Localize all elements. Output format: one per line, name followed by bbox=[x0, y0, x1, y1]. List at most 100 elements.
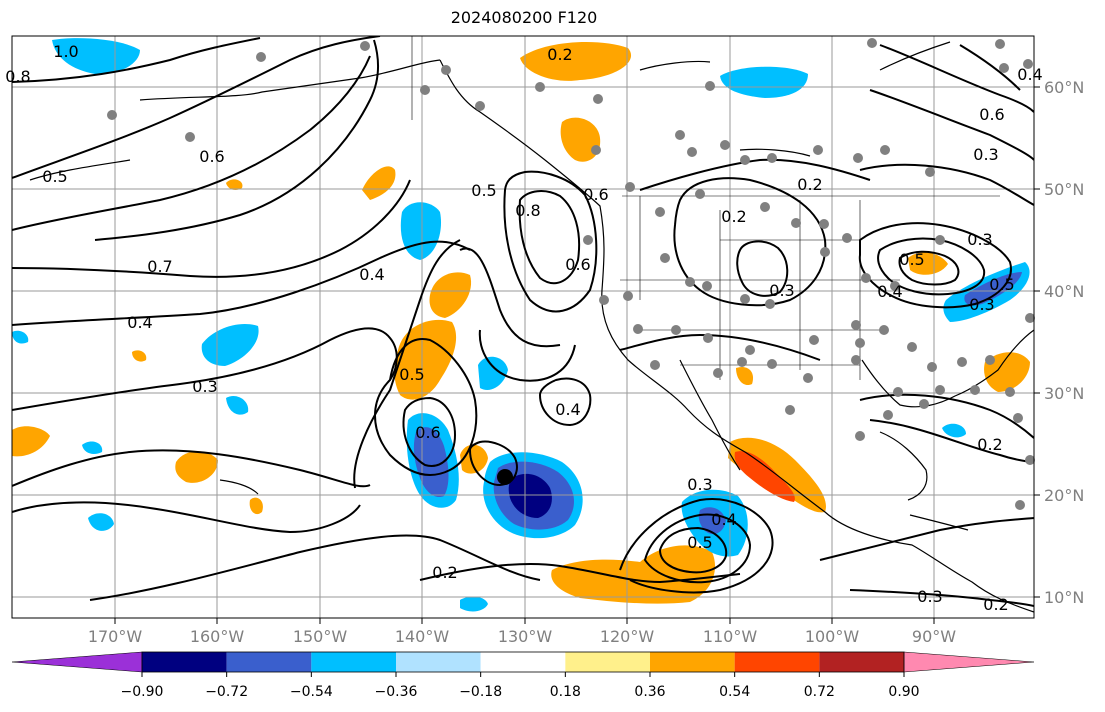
station-dot bbox=[893, 387, 903, 397]
contour-label: 0.3 bbox=[769, 281, 794, 300]
station-dot bbox=[995, 39, 1005, 49]
colorbar-tick-label: −0.36 bbox=[375, 684, 418, 700]
colorbar-tick-label: 0.72 bbox=[804, 684, 835, 700]
colorbar-tick-label: −0.72 bbox=[205, 684, 248, 700]
station-dot bbox=[851, 320, 861, 330]
station-dot bbox=[855, 431, 865, 441]
station-dot bbox=[745, 345, 755, 355]
contour-label: 1.0 bbox=[53, 42, 78, 61]
station-dot bbox=[767, 153, 777, 163]
station-dot bbox=[767, 359, 777, 369]
station-dot bbox=[883, 410, 893, 420]
station-dot bbox=[687, 147, 697, 157]
station-dot bbox=[851, 355, 861, 365]
positive-region bbox=[175, 451, 218, 483]
station-dot bbox=[695, 189, 705, 199]
station-dot bbox=[740, 294, 750, 304]
contour-label: 0.5 bbox=[989, 275, 1014, 294]
station-dot bbox=[660, 253, 670, 263]
station-dot bbox=[420, 85, 430, 95]
contour-label: 0.2 bbox=[547, 45, 572, 64]
positive-region bbox=[362, 166, 396, 200]
contour-label-layer: 1.0 0.8 0.7 0.6 0.5 0.4 0.3 0.2 0.2 0.5 0.8 0.6 0.6 0… bbox=[5, 42, 1042, 614]
station-points bbox=[107, 38, 1035, 510]
station-dot bbox=[907, 342, 917, 352]
negative-region bbox=[720, 66, 808, 98]
contour-label: 0.4 bbox=[127, 313, 152, 332]
positive-region bbox=[226, 179, 243, 191]
colorbar-high-extend bbox=[903, 651, 1035, 673]
station-dot bbox=[765, 299, 775, 309]
contour-label: 0.2 bbox=[977, 435, 1002, 454]
station-dot bbox=[256, 52, 266, 62]
colorbar-segment bbox=[311, 652, 396, 672]
map-frame bbox=[11, 35, 1035, 619]
station-dot bbox=[737, 357, 747, 367]
positive-region bbox=[984, 352, 1030, 392]
contour-label: 0.2 bbox=[797, 175, 822, 194]
station-dot bbox=[935, 385, 945, 395]
contour-label: 0.4 bbox=[555, 400, 580, 419]
station-dot bbox=[625, 182, 635, 192]
very-strong-negative-region bbox=[508, 473, 552, 518]
station-dot bbox=[970, 385, 980, 395]
map-title: 2024080200 F120 bbox=[450, 8, 598, 27]
contour-label: 0.3 bbox=[973, 145, 998, 164]
positive-region bbox=[249, 497, 263, 515]
contour-label: 0.5 bbox=[42, 167, 67, 186]
colorbar-segment bbox=[734, 652, 820, 672]
station-dot bbox=[671, 325, 681, 335]
strong-positive-region bbox=[734, 451, 795, 502]
station-dot bbox=[583, 235, 593, 245]
storm-center-marker bbox=[497, 469, 513, 485]
contour-label: 0.4 bbox=[359, 265, 384, 284]
colorbar-tick-label: −0.54 bbox=[290, 684, 333, 700]
latitude-tick-label: 60°N bbox=[1044, 78, 1084, 97]
station-dot bbox=[919, 399, 929, 409]
contour-label: 0.6 bbox=[583, 185, 608, 204]
negative-region bbox=[201, 324, 259, 366]
contour-label: 0.6 bbox=[199, 147, 224, 166]
colorbar-segment bbox=[396, 652, 481, 672]
lat-lon-grid bbox=[12, 36, 1034, 618]
colorbar: −0.90 −0.72 −0.54 −0.36 −0.18 0.18 0.36 0.54 0.7… bbox=[11, 651, 1035, 700]
station-dot bbox=[925, 167, 935, 177]
station-dot bbox=[1025, 455, 1035, 465]
latitude-tick-label: 20°N bbox=[1044, 486, 1084, 505]
contour-label: 0.6 bbox=[979, 105, 1004, 124]
colorbar-low-extend bbox=[11, 651, 143, 673]
station-dot bbox=[861, 273, 871, 283]
shaded-anomaly-field bbox=[12, 38, 1030, 612]
colorbar-tick-label: 0.54 bbox=[719, 684, 750, 700]
station-dot bbox=[441, 65, 451, 75]
positive-region bbox=[12, 426, 50, 457]
station-dot bbox=[935, 235, 945, 245]
colorbar-segment bbox=[819, 652, 904, 672]
latitude-axis: 60°N 50°N 40°N 30°N 20°N 10°N bbox=[1034, 78, 1084, 607]
colorbar-segment bbox=[480, 652, 566, 672]
station-dot bbox=[1005, 387, 1015, 397]
positive-region bbox=[429, 272, 472, 318]
positive-region bbox=[520, 42, 632, 81]
station-dot bbox=[705, 81, 715, 91]
station-dot bbox=[633, 324, 643, 334]
longitude-axis: 170°W 160°W 150°W 140°W 130°W 120°W 110°W 100°W… bbox=[88, 618, 956, 646]
station-dot bbox=[880, 145, 890, 155]
longitude-tick-label: 90°W bbox=[912, 627, 956, 646]
station-dot bbox=[819, 219, 829, 229]
station-dot bbox=[853, 153, 863, 163]
positive-region bbox=[394, 319, 457, 400]
contour-label: 0.2 bbox=[721, 207, 746, 226]
station-dot bbox=[809, 335, 819, 345]
contour-label: 0.4 bbox=[1017, 65, 1042, 84]
negative-region bbox=[942, 423, 966, 438]
station-dot bbox=[1023, 59, 1033, 69]
station-dot bbox=[535, 82, 545, 92]
contour-label: 0.2 bbox=[432, 563, 457, 582]
station-dot bbox=[675, 130, 685, 140]
colorbar-segment bbox=[650, 652, 735, 672]
latitude-tick-label: 40°N bbox=[1044, 282, 1084, 301]
station-dot bbox=[107, 110, 117, 120]
station-dot bbox=[703, 333, 713, 343]
station-dot bbox=[720, 140, 730, 150]
